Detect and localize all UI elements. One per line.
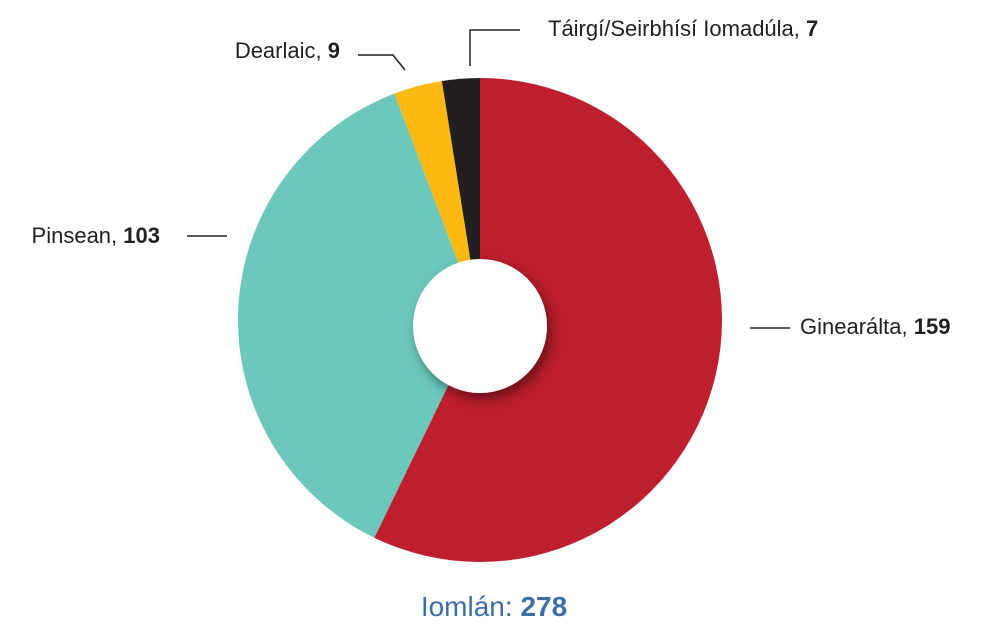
label-name: Dearlaic [235, 38, 316, 63]
data-label: Dearlaic, 9 [235, 38, 340, 63]
slices [237, 78, 722, 562]
label-value: 7 [806, 16, 818, 41]
leader-line [358, 54, 406, 71]
total: Iomlán: 278 [421, 591, 567, 622]
slice [374, 78, 722, 562]
label-value: 103 [123, 223, 160, 248]
leader-line [469, 29, 520, 66]
label-value: 9 [328, 38, 340, 63]
label-name: Pinsean [32, 223, 112, 248]
data-label: Ginearálta, 159 [800, 314, 950, 339]
total-value: 278 [520, 591, 567, 622]
label-name: Ginearálta [800, 314, 902, 339]
slice [441, 78, 480, 320]
donut-hole [413, 259, 547, 393]
total-label: Iomlán: [421, 591, 513, 622]
data-label: Táirgí/Seirbhísí Iomadúla, 7 [548, 16, 818, 41]
slice [237, 93, 480, 538]
label-name: Táirgí/Seirbhísí Iomadúla [548, 16, 795, 41]
label-value: 159 [914, 314, 951, 339]
slice [394, 81, 480, 320]
data-label: Pinsean, 103 [32, 223, 160, 248]
